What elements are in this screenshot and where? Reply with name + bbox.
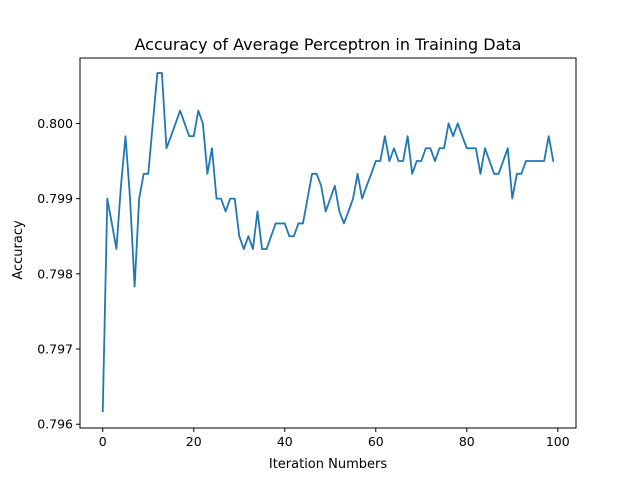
y-tick-label: 0.797 [37,342,73,357]
x-tick-label: 20 [186,434,202,449]
y-axis-label: Accuracy [11,220,26,280]
plot-frame [79,57,577,429]
plot-area: 0 20 40 60 80 100 0.796 0.797 0.798 0.799 0.800 [37,57,577,449]
y-tick-label: 0.796 [37,417,73,432]
x-tick-label: 40 [277,434,293,449]
y-tick-label: 0.798 [37,266,73,281]
y-tick-label: 0.800 [37,116,73,131]
x-axis-label: Iteration Numbers [269,457,387,472]
x-tick-label: 0 [99,434,107,449]
series-line [101,72,555,413]
x-tick-label: 100 [546,434,570,449]
x-tick-label: 80 [459,434,475,449]
x-tick-label: 60 [368,434,384,449]
chart-title: Accuracy of Average Perceptron in Traini… [135,35,522,54]
y-tick-label: 0.799 [37,191,73,206]
